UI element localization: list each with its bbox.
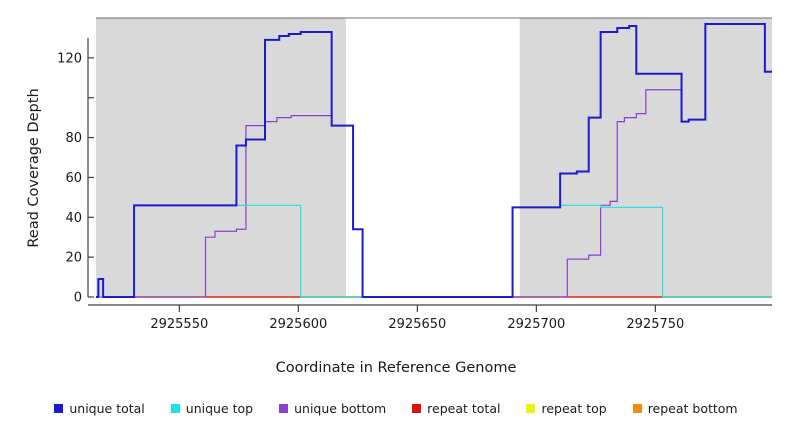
series-unique-bottom	[96, 23, 772, 298]
x-axis-tick-label: 2925700	[507, 317, 565, 332]
legend-label: repeat bottom	[647, 400, 738, 416]
coverage-plot-svg: 0 20 40 60 80 120 2925550 2925600 2925650 2925700…	[57, 17, 772, 332]
legend-item-repeat-total: repeat total	[412, 401, 500, 416]
legend-label: unique bottom	[294, 400, 387, 416]
x-axis-tick-label: 2925550	[150, 317, 208, 332]
x-axis-tick-label: 2925650	[388, 317, 446, 332]
legend-swatch-icon	[170, 403, 180, 413]
y-axis-tick-label: 80	[65, 131, 82, 146]
x-axis-tick-label: 2925600	[269, 317, 327, 332]
legend-item-repeat-top: repeat top	[526, 400, 607, 416]
legend-item-unique-bottom: unique bottom	[279, 401, 386, 416]
legend-swatch-icon	[632, 403, 642, 413]
legend-label: unique top	[185, 400, 254, 416]
y-axis-tick-label: 20	[65, 251, 82, 266]
legend-item-unique-total: unique total	[54, 400, 145, 416]
legend-item-repeat-bottom: repeat bottom	[632, 400, 738, 416]
legend-label: unique total	[69, 400, 145, 416]
shaded-region-0	[96, 18, 346, 297]
x-axis-tick-label: 2925750	[626, 317, 684, 332]
legend-swatch-icon	[412, 403, 422, 413]
legend-label: repeat total	[427, 400, 501, 416]
y-axis-tick-label: 60	[65, 171, 82, 186]
y-axis-tick-label: 120	[57, 51, 82, 66]
plot-area: 0 20 40 60 80 120 2925550 2925600 2925650 2925700…	[57, 17, 772, 332]
legend-swatch-icon	[54, 403, 64, 413]
chart-legend: unique total unique top unique bottom repea…	[0, 396, 792, 420]
shaded-region-1	[519, 18, 772, 297]
legend-swatch-icon	[526, 403, 536, 413]
x-axis-title: Coordinate in Reference Genome	[275, 360, 517, 376]
y-axis-tick-label: 40	[65, 211, 82, 226]
legend-item-unique-top: unique top	[170, 400, 254, 416]
y-axis-tick-label: 0	[74, 291, 82, 306]
legend-label: repeat top	[541, 400, 607, 416]
legend-swatch-icon	[279, 403, 289, 413]
series-unique-total	[96, 22, 772, 298]
y-axis-title: Read Coverage Depth	[26, 88, 42, 248]
